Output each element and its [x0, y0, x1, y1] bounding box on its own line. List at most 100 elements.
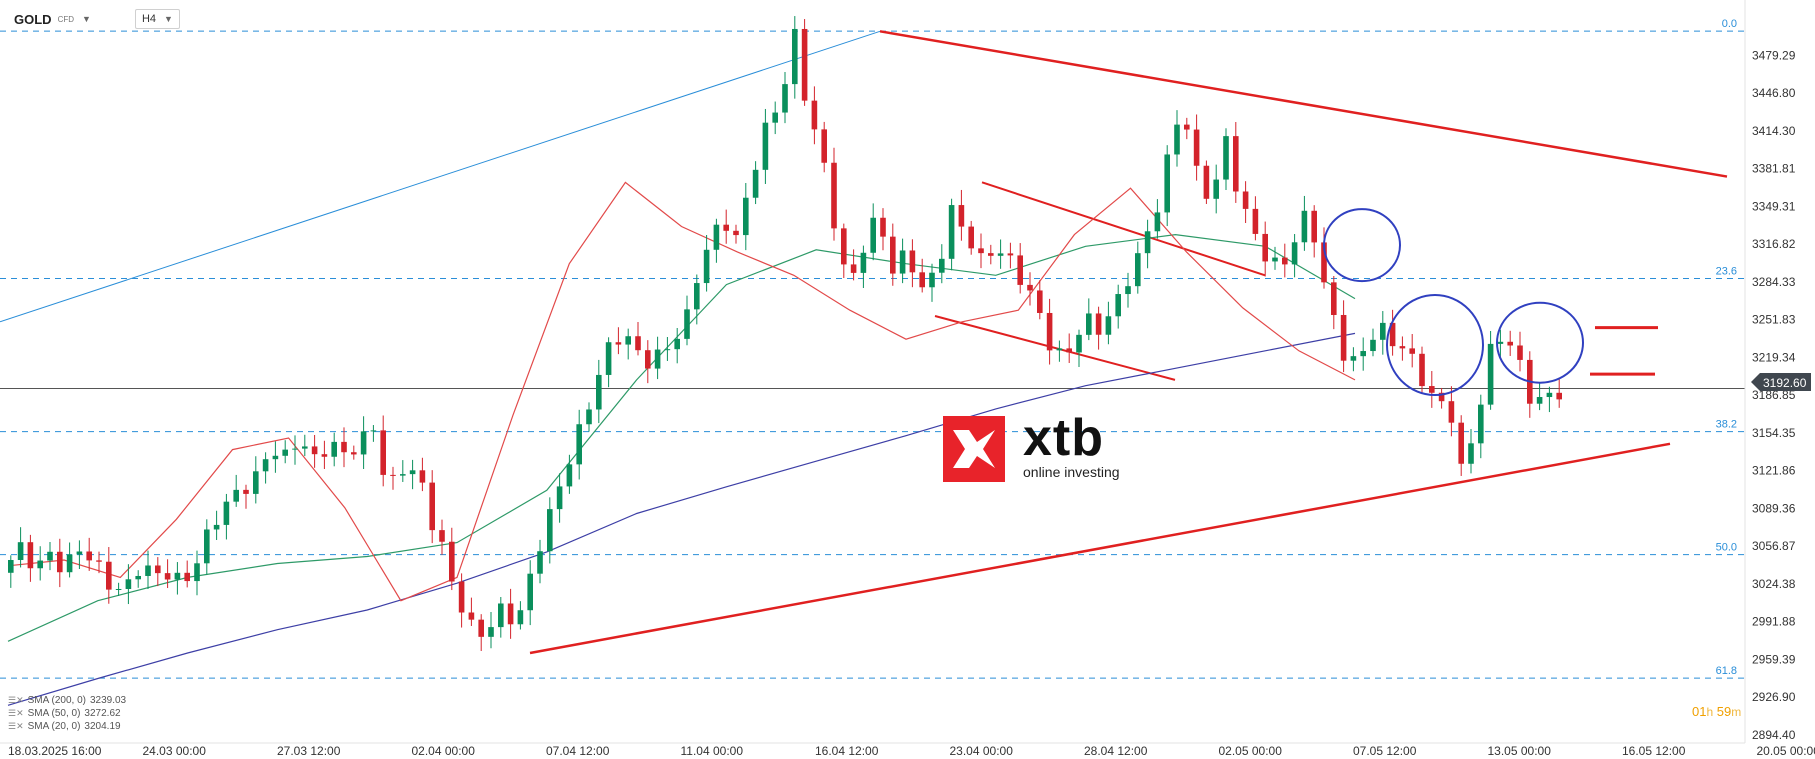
candle[interactable] [1546, 386, 1553, 413]
candle[interactable] [380, 415, 386, 487]
candle[interactable] [1272, 246, 1278, 270]
candle[interactable] [419, 457, 426, 492]
candle[interactable] [743, 182, 749, 251]
candle[interactable] [1037, 280, 1043, 320]
candle[interactable] [115, 582, 122, 596]
candle[interactable] [801, 19, 808, 106]
candle[interactable] [449, 527, 455, 591]
candle[interactable] [1291, 234, 1298, 278]
candle[interactable] [674, 327, 680, 364]
candle[interactable] [1399, 336, 1406, 361]
candle[interactable] [253, 456, 259, 504]
candle[interactable] [890, 223, 896, 286]
candle[interactable] [390, 466, 396, 490]
candle[interactable] [370, 425, 377, 442]
candle[interactable] [1429, 371, 1435, 408]
candle[interactable] [66, 542, 73, 578]
legend-row-sma50[interactable]: ☰✕ SMA (50, 0) 3272.62 [8, 707, 126, 720]
candle[interactable] [1262, 221, 1268, 277]
candle[interactable] [1380, 311, 1386, 355]
candle[interactable] [1527, 351, 1533, 418]
candle[interactable] [1282, 243, 1288, 278]
candle[interactable] [429, 470, 435, 544]
candle[interactable] [1027, 272, 1033, 306]
candle[interactable] [1174, 110, 1180, 167]
candle[interactable] [811, 86, 818, 145]
candle[interactable] [262, 452, 269, 484]
candle[interactable] [1360, 337, 1366, 371]
candle[interactable] [331, 432, 337, 467]
candle[interactable] [772, 101, 778, 135]
candle[interactable] [194, 550, 200, 596]
candle[interactable] [733, 224, 739, 244]
candle[interactable] [1233, 122, 1239, 203]
candle[interactable] [988, 244, 994, 265]
candle[interactable] [654, 336, 661, 380]
candle[interactable] [243, 484, 249, 509]
candle[interactable] [537, 539, 543, 584]
candle[interactable] [566, 454, 573, 494]
candle[interactable] [1448, 386, 1455, 437]
candle[interactable] [498, 596, 504, 638]
candle[interactable] [17, 527, 24, 568]
candle[interactable] [8, 555, 14, 588]
candle[interactable] [223, 493, 230, 540]
candle[interactable] [635, 322, 641, 356]
candle[interactable] [1517, 331, 1523, 372]
candle[interactable] [1007, 242, 1014, 269]
candle[interactable] [164, 559, 171, 589]
candle[interactable] [684, 295, 690, 346]
candle[interactable] [1193, 114, 1200, 181]
candle[interactable] [694, 274, 700, 325]
candle[interactable] [968, 220, 974, 255]
candle[interactable] [1536, 382, 1543, 411]
candle[interactable] [1017, 243, 1023, 294]
candle[interactable] [547, 497, 553, 564]
candle[interactable] [596, 359, 602, 424]
candle[interactable] [831, 147, 837, 241]
candle[interactable] [978, 233, 984, 269]
candle[interactable] [1311, 205, 1317, 258]
candle[interactable] [37, 546, 43, 581]
candle[interactable] [174, 562, 181, 595]
candle[interactable] [1154, 199, 1161, 239]
candle[interactable] [586, 402, 592, 432]
candle[interactable] [145, 550, 151, 589]
candle[interactable] [204, 519, 210, 575]
candles[interactable] [8, 16, 1562, 651]
candle[interactable] [958, 189, 965, 241]
candle[interactable] [478, 614, 484, 651]
legend-row-sma20[interactable]: ☰✕ SMA (20, 0) 3204.19 [8, 720, 126, 733]
timeframe-selector[interactable]: H4 ▼ [134, 9, 180, 29]
candle[interactable] [762, 108, 769, 184]
candle[interactable] [1458, 415, 1464, 476]
candle[interactable] [615, 327, 622, 355]
candle[interactable] [47, 541, 53, 571]
candle[interactable] [282, 440, 288, 464]
candle[interactable] [1389, 309, 1396, 356]
candle[interactable] [1076, 329, 1082, 368]
candle[interactable] [997, 239, 1004, 269]
candle[interactable] [341, 427, 347, 468]
candle[interactable] [213, 510, 220, 540]
candle[interactable] [1252, 196, 1259, 241]
candle[interactable] [76, 540, 83, 570]
candle[interactable] [488, 612, 494, 649]
candle[interactable] [106, 547, 112, 604]
candle[interactable] [155, 557, 161, 587]
candle[interactable] [1164, 145, 1170, 227]
candle[interactable] [1468, 429, 1474, 474]
candle[interactable] [1301, 195, 1308, 251]
candle[interactable] [556, 473, 563, 523]
candle[interactable] [703, 235, 710, 292]
candle[interactable] [1350, 347, 1357, 372]
candle[interactable] [527, 560, 533, 626]
candle[interactable] [1125, 272, 1131, 308]
candle[interactable] [57, 538, 63, 588]
candle[interactable] [351, 445, 357, 460]
candle[interactable] [948, 198, 955, 271]
candle[interactable] [939, 244, 945, 284]
indicator-settings-icon[interactable]: ☰✕ [8, 708, 24, 718]
candle[interactable] [27, 534, 34, 582]
